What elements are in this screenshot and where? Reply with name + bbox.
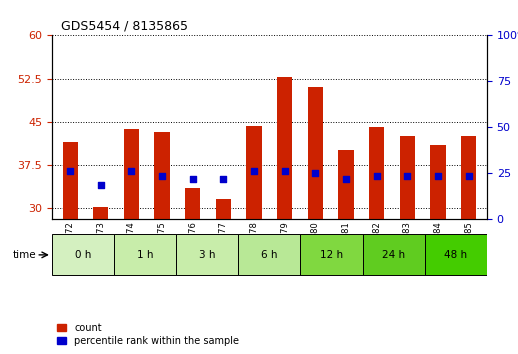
Bar — [308, 87, 323, 219]
Bar — [247, 126, 262, 219]
Bar — [338, 150, 354, 219]
Point — [189, 176, 197, 182]
FancyBboxPatch shape — [238, 234, 300, 275]
Bar — [277, 77, 292, 219]
Text: GDS5454 / 8135865: GDS5454 / 8135865 — [61, 20, 188, 33]
Point — [66, 168, 74, 173]
FancyBboxPatch shape — [52, 234, 114, 275]
Point — [403, 173, 411, 179]
Text: 6 h: 6 h — [261, 250, 278, 260]
FancyBboxPatch shape — [363, 234, 425, 275]
Bar — [369, 127, 384, 219]
Point — [372, 173, 381, 179]
FancyBboxPatch shape — [176, 234, 238, 275]
FancyBboxPatch shape — [425, 234, 487, 275]
Text: 0 h: 0 h — [75, 250, 91, 260]
Bar — [185, 188, 200, 219]
Text: 3 h: 3 h — [199, 250, 215, 260]
Point — [434, 173, 442, 179]
Bar — [93, 207, 108, 219]
Text: time: time — [12, 250, 36, 260]
Point — [281, 168, 289, 173]
Point — [219, 176, 227, 182]
Point — [250, 168, 258, 173]
Text: 24 h: 24 h — [382, 250, 405, 260]
Point — [465, 173, 473, 179]
Legend: count, percentile rank within the sample: count, percentile rank within the sample — [56, 323, 239, 346]
Bar — [215, 199, 231, 219]
Point — [127, 168, 136, 173]
Bar — [63, 142, 78, 219]
Bar — [399, 136, 415, 219]
Text: 12 h: 12 h — [320, 250, 343, 260]
Point — [158, 173, 166, 179]
Text: 1 h: 1 h — [137, 250, 153, 260]
Point — [311, 171, 320, 176]
Text: 48 h: 48 h — [444, 250, 467, 260]
FancyBboxPatch shape — [300, 234, 363, 275]
FancyBboxPatch shape — [114, 234, 176, 275]
Bar — [430, 145, 445, 219]
Point — [97, 182, 105, 188]
Bar — [154, 132, 170, 219]
Bar — [461, 136, 476, 219]
Bar — [124, 129, 139, 219]
Point — [342, 176, 350, 182]
